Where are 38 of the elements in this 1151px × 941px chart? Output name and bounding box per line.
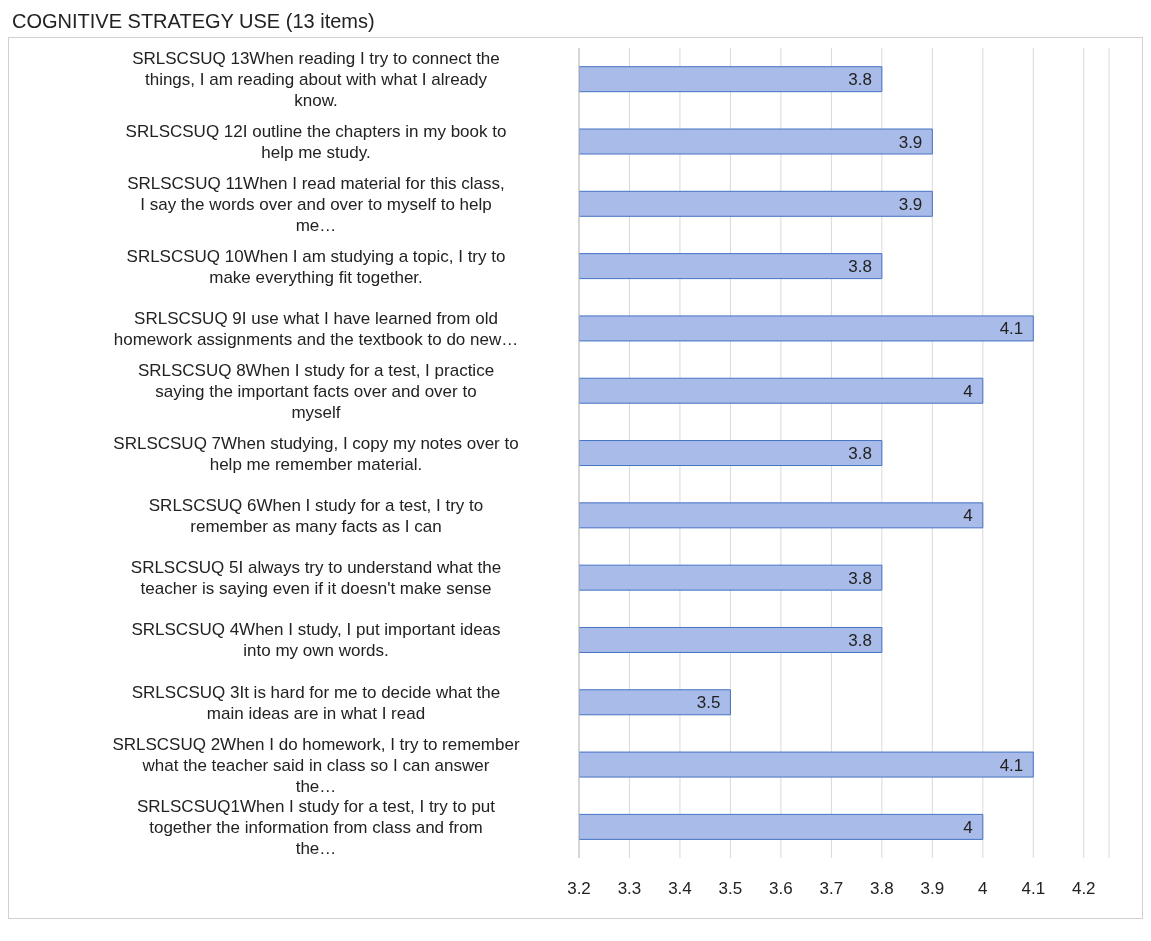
y-tick-label: SRLSCSUQ 8When I study for a test, I practice saying the important facts over and over to myself [137,360,495,422]
data-label: 3.8 [848,444,872,464]
y-tick-label: SRLSCSUQ 4When I study, I put important ideas into my own words. [131,620,501,661]
y-tick-label: SRLSCSUQ 10When I am studying a topic, I try to make everything fit together. [126,246,506,287]
y-tick-label: SRLSCSUQ 5I always try to understand what the teacher is saying even if it doesn't make sense [130,558,502,599]
data-label: 3.9 [898,132,923,152]
data-label: 3.9 [898,194,923,214]
x-tick-label: 3.9 [920,879,945,899]
data-label: 3.8 [848,257,872,277]
y-tick-label: SRLSCSUQ 6When I study for a test, I try to remember as many facts as I can [148,495,484,536]
data-label: 4 [963,506,973,526]
x-tick-label: 3.2 [567,879,591,899]
data-label: 3.8 [848,568,872,588]
data-label: 4.1 [999,319,1024,339]
data-label: 3.8 [848,631,872,650]
y-tick-label: SRLSCSUQ1When I study for a test, I try to put together the information from class and from the… [136,796,496,858]
x-tick-label: 3.4 [668,879,692,899]
y-tick-label: SRLSCSUQ 9I use what I have learned from old homework assignments and the textbook to do new… [113,308,519,349]
data-label: 4 [963,817,973,837]
y-tick-label: SRLSCSUQ 7When studying, I copy my notes over to help me remember material. [113,433,519,474]
x-tick-label: 3.6 [769,879,793,899]
y-tick-label: SRLSCSUQ 12I outline the chapters in my book to help me study. [125,121,507,162]
x-tick-label: 4 [978,879,988,899]
data-label: 3.8 [848,70,872,90]
x-tick-label: 4.2 [1071,879,1096,899]
y-tick-label: SRLSCSUQ 3It is hard for me to decide what the main ideas are in what I read [131,682,501,723]
data-label: 4 [963,381,973,401]
x-tick-label: 3.3 [617,879,642,899]
x-tick-label: 3.8 [870,879,894,899]
x-tick-label: 4.1 [1021,879,1046,899]
data-label: 3.5 [696,693,721,713]
y-tick-label: SRLSCSUQ 13When reading I try to connect the things, I am reading about with what I already know. [132,49,500,111]
x-tick-label: 3.7 [819,879,844,899]
data-label: 4.1 [999,755,1024,775]
text: COGNITIVE STRATEGY USE (13 items) [11,9,376,34]
y-tick-label: SRLSCSUQ 2When I do homework, I try to remember what the teacher said in class so I can answer the… [112,734,520,796]
x-tick-label: 3.5 [718,879,743,899]
y-tick-label: SRLSCSUQ 11When I read material for this class, I say the words over and over to myself to help me… [127,173,505,235]
